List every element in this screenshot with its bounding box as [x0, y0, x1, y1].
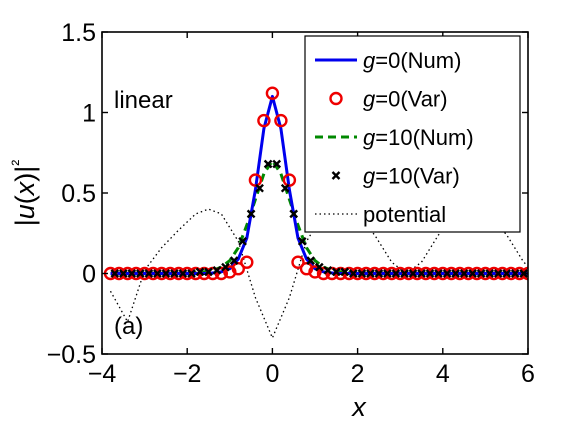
x-tick-label: 4 — [436, 360, 450, 388]
data-point-g10-var — [451, 269, 460, 278]
data-point-g10-var — [118, 269, 128, 278]
data-point-g10-var — [442, 269, 452, 278]
x-tick-label: −4 — [88, 360, 117, 388]
data-point-g10-var — [374, 269, 384, 278]
data-point-g10-var — [178, 269, 188, 278]
data-point-g10-var — [417, 269, 426, 278]
y-tick-label: 1.5 — [61, 19, 96, 47]
y-axis-title: |u(x)|² — [8, 160, 40, 227]
data-point-g10-var — [459, 269, 469, 278]
data-point-g10-var — [527, 270, 528, 277]
data-point-g0-var — [265, 86, 280, 100]
panel-label: (a) — [114, 313, 143, 340]
data-point-g10-var — [272, 159, 282, 169]
data-point-g0-var — [257, 113, 271, 128]
data-point-g10-var — [434, 269, 443, 278]
data-point-g10-var — [255, 183, 264, 193]
legend-label: g=10(Num) — [363, 125, 474, 150]
x-axis-title: x — [350, 392, 367, 422]
data-point-g10-var — [204, 267, 213, 277]
data-point-g10-var — [340, 267, 350, 277]
data-point-g0-var — [531, 268, 542, 279]
axes: −4 −2 0 2 4 6 −0.5 0 0.5 1 1.5 — [47, 19, 535, 388]
y-tick-label: 1 — [82, 100, 96, 128]
data-point-g10-var — [366, 269, 375, 278]
data-point-g10-var — [297, 236, 307, 246]
data-point-g10-var — [153, 269, 162, 278]
data-point-g10-var — [280, 183, 290, 193]
data-point-g10-var — [144, 269, 154, 278]
plot-area — [103, 86, 542, 339]
data-point-g10-var — [323, 265, 333, 275]
data-point-g10-var — [510, 269, 520, 278]
data-point-g10-var — [110, 269, 120, 278]
legend-label: potential — [363, 202, 446, 227]
y-tick-label: 0 — [82, 261, 96, 289]
data-point-g10-var — [289, 209, 299, 219]
data-point-g10-var — [135, 269, 145, 278]
data-point-g10-var — [468, 269, 477, 278]
data-point-g10-var — [187, 269, 196, 278]
data-point-g10-var — [127, 269, 137, 278]
data-point-g10-var — [306, 256, 316, 265]
legend-label: g=10(Var) — [363, 164, 460, 189]
legend-label: g=0(Var) — [363, 87, 448, 112]
data-point-g10-var — [357, 269, 367, 278]
x-tick-label: 2 — [351, 360, 365, 388]
data-point-g10-var — [161, 269, 171, 278]
data-point-g10-var — [391, 269, 401, 278]
data-point-g10-var — [493, 269, 503, 278]
data-point-g10-var — [400, 269, 409, 278]
data-point-g10-var — [238, 236, 247, 246]
data-point-g0-var — [291, 255, 305, 269]
data-point-g0-var — [214, 266, 229, 281]
data-point-g10-var — [502, 269, 512, 278]
data-point-g10-var — [485, 269, 495, 278]
data-point-g10-var — [314, 262, 324, 272]
y-tick-label: 0.5 — [61, 180, 96, 208]
data-point-g0-var — [316, 266, 331, 281]
data-point-g10-var — [331, 267, 341, 277]
x-tick-label: 0 — [265, 360, 279, 388]
annotations: linear (a) — [114, 87, 173, 340]
data-point-g10-var — [229, 256, 239, 265]
data-point-g0-var — [274, 113, 288, 128]
data-point-g10-var — [348, 269, 358, 278]
data-point-g0-var — [240, 255, 254, 269]
data-point-g10-var — [408, 269, 418, 278]
legend-box — [304, 35, 521, 233]
data-point-g10-var — [221, 262, 230, 272]
y-tick-label: −0.5 — [47, 341, 96, 369]
data-point-g10-var — [170, 269, 179, 278]
axis-titles: x |u(x)|² — [8, 160, 367, 422]
data-point-g10-var — [383, 269, 392, 278]
regime-annotation: linear — [114, 87, 173, 114]
data-point-g10-var — [263, 159, 273, 169]
data-point-g0-var — [308, 265, 322, 279]
data-point-g10-var — [425, 269, 435, 278]
x-tick-label: −2 — [173, 360, 202, 388]
x-tick-label: 6 — [521, 360, 535, 388]
legend-swatch — [331, 171, 341, 180]
data-point-g10-var — [476, 269, 486, 278]
data-point-g10-var — [212, 265, 222, 275]
legend-label: g=0(Num) — [363, 48, 461, 73]
series-line-potential — [109, 208, 528, 339]
legend-swatch — [329, 91, 343, 106]
data-point-g10-var — [195, 267, 205, 277]
data-point-g10-var — [246, 209, 256, 219]
legend: g=0(Num) g=0(Var) g=10(Num) g=10(Var) potent… — [304, 35, 521, 233]
